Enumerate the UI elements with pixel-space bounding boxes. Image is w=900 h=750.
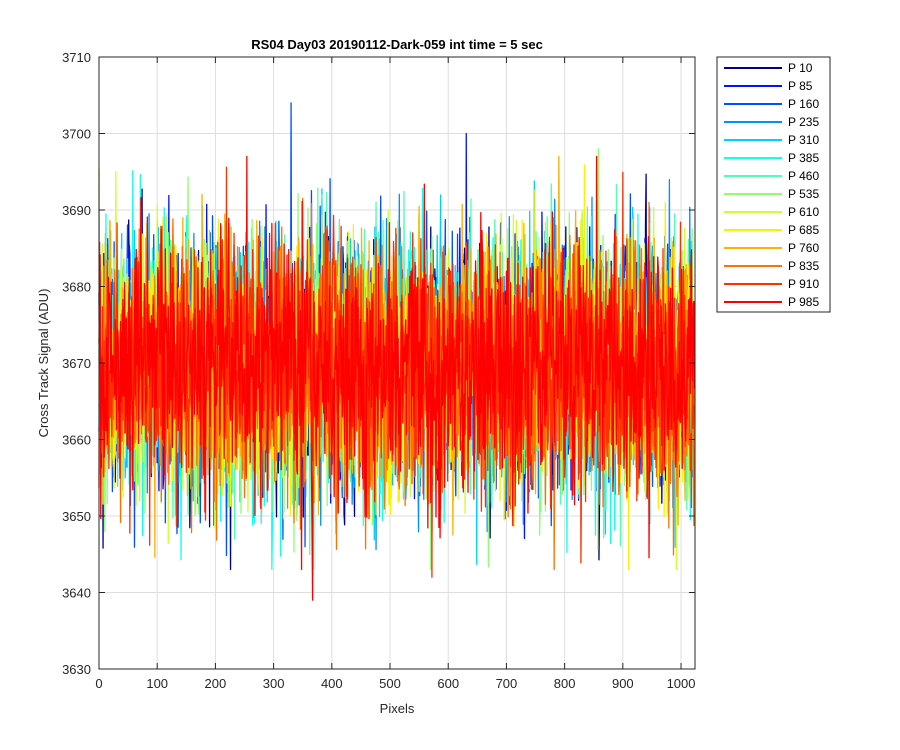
y-tick-label: 3680 [62,280,91,295]
x-tick-label: 100 [146,676,168,691]
y-tick-label: 3710 [62,50,91,65]
legend-label: P 685 [788,223,819,237]
y-tick-label: 3630 [62,662,91,677]
series-line [98,155,696,601]
legend-label: P 535 [788,187,819,201]
tick-marks [98,56,695,670]
legend: P 10 P 85 P 160 P 235 P 310 P 385 P 460 P 535 P … [716,56,831,313]
x-tick-label: 0 [95,676,102,691]
y-tick-label: 3660 [62,433,91,448]
legend-label: P 310 [788,133,819,147]
legend-label: P 760 [788,241,819,255]
legend-label: P 910 [788,277,819,291]
legend-label: P 235 [788,115,819,129]
legend-label: P 160 [788,97,819,111]
x-tick-label: 900 [612,676,634,691]
x-tick-label: 200 [205,676,227,691]
legend-label: P 610 [788,205,819,219]
legend-label: P 985 [788,295,819,309]
x-tick-label: 300 [263,676,285,691]
y-tick-label: 3670 [62,356,91,371]
series-layer [98,102,696,601]
legend-label: P 385 [788,151,819,165]
legend-label: P 85 [788,79,813,93]
x-tick-label: 800 [554,676,576,691]
x-tick-label: 500 [379,676,401,691]
legend-label: P 835 [788,259,819,273]
tick-labels: 0 100 200 300 400 500 600 700 800 900 1000 3630 3640… [62,50,695,691]
x-axis-label: Pixels [380,701,415,716]
legend-label: P 10 [788,61,813,75]
chart-title: RS04 Day03 20190112-Dark-059 int time = … [251,37,543,52]
x-tick-label: 600 [437,676,459,691]
x-tick-label: 700 [496,676,518,691]
y-tick-label: 3690 [62,203,91,218]
y-axis-label: Cross Track Signal (ADU) [36,289,51,438]
x-tick-label: 1000 [667,676,696,691]
legend-label: P 460 [788,169,819,183]
y-tick-label: 3650 [62,509,91,524]
y-tick-label: 3640 [62,586,91,601]
y-tick-label: 3700 [62,127,91,142]
legend-box [716,56,831,313]
x-tick-label: 400 [321,676,343,691]
